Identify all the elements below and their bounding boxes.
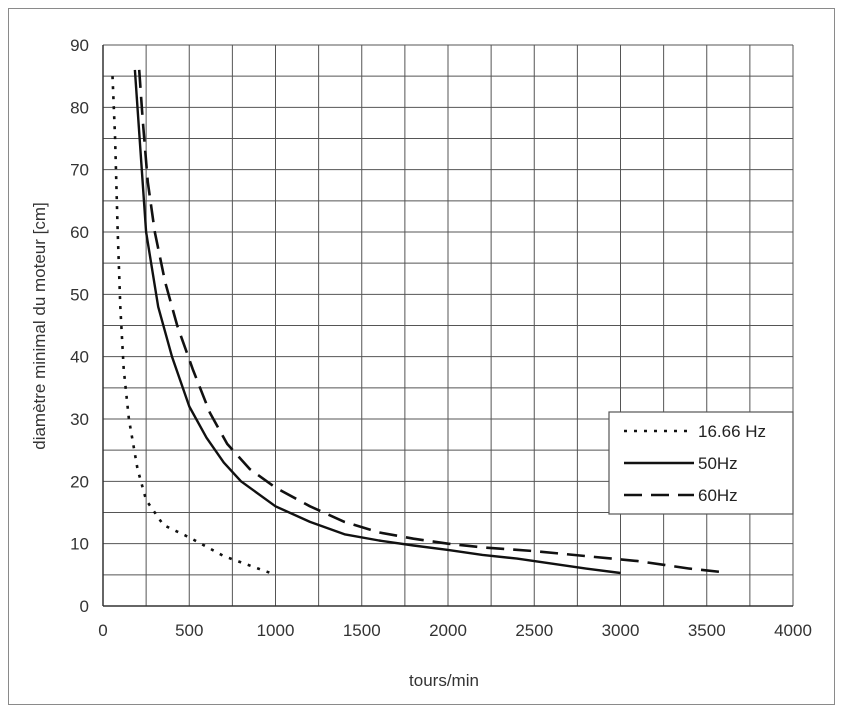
y-tick-label: 0: [80, 597, 89, 616]
y-tick-label: 70: [70, 161, 89, 180]
legend: 16.66 Hz 50Hz 60Hz: [608, 411, 794, 515]
y-tick-label: 60: [70, 223, 89, 242]
series-line-dashed: [137, 69, 725, 574]
y-axis-label: diamètre minimal du moteur [cm]: [30, 202, 49, 450]
x-tick-label: 0: [98, 621, 107, 640]
y-tick-label: 10: [70, 535, 89, 554]
y-tick-label: 30: [70, 410, 89, 429]
x-tick-label: 4000: [774, 621, 812, 640]
y-tick-label: 50: [70, 285, 89, 304]
x-tick-label: 2500: [515, 621, 553, 640]
y-tick-label: 90: [70, 36, 89, 55]
series-layer: [111, 69, 725, 577]
y-tick-label: 40: [70, 348, 89, 367]
legend-label: 50Hz: [698, 454, 738, 473]
y-tick-label: 20: [70, 472, 89, 491]
x-tick-label: 500: [175, 621, 203, 640]
legend-label: 16.66 Hz: [698, 422, 766, 441]
x-tick-label: 3500: [688, 621, 726, 640]
x-tick-label: 1000: [257, 621, 295, 640]
x-tick-label: 2000: [429, 621, 467, 640]
series-line-solid: [133, 69, 621, 575]
x-axis-label: tours/min: [409, 671, 479, 690]
tick-labels: 0 500 1000 1500 2000 2500 3000 3500 4000 0 10 20 30 4…: [70, 36, 812, 640]
x-tick-label: 3000: [602, 621, 640, 640]
grid: [102, 44, 794, 607]
legend-label: 60Hz: [698, 486, 738, 505]
y-tick-label: 80: [70, 98, 89, 117]
x-tick-label: 1500: [343, 621, 381, 640]
